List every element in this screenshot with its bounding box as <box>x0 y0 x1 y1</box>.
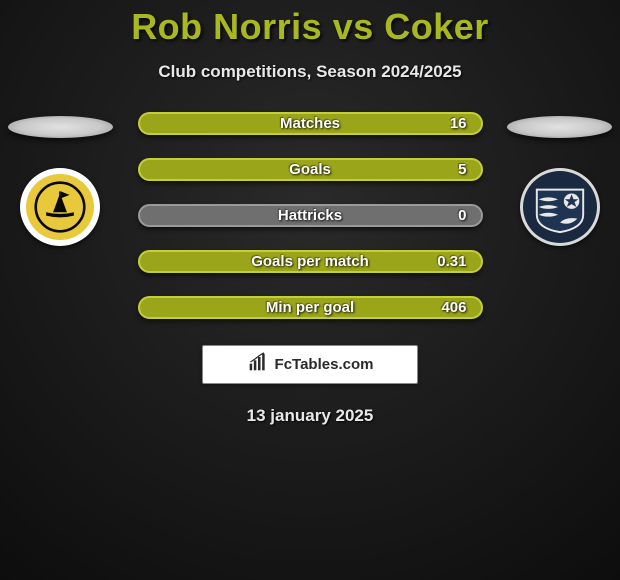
boston-united-crest-icon <box>20 168 100 246</box>
southend-united-crest-icon <box>520 168 600 246</box>
stat-bar: Matches 16 <box>138 112 483 135</box>
stat-right-value: 5 <box>431 161 467 178</box>
stat-right-value: 406 <box>431 299 467 316</box>
stat-right-value: 0.31 <box>431 253 467 270</box>
club-crest-right <box>520 168 600 246</box>
main-area: Matches 16 Goals 5 Hattricks 0 Goals per match… <box>0 112 620 319</box>
stat-bars: Matches 16 Goals 5 Hattricks 0 Goals per match… <box>138 112 483 319</box>
stat-label: Goals <box>289 161 331 178</box>
stat-right-value: 16 <box>431 115 467 132</box>
stat-bar: Goals 5 <box>138 158 483 181</box>
date-text: 13 january 2025 <box>0 406 620 426</box>
branding-box: FcTables.com <box>202 345 418 384</box>
player-right-ellipse <box>507 116 612 138</box>
chart-icon <box>247 352 269 377</box>
player-left-ellipse <box>8 116 113 138</box>
stat-label: Min per goal <box>266 299 354 316</box>
comparison-card: Rob Norris vs Coker Club competitions, S… <box>0 0 620 580</box>
stat-right-value: 0 <box>431 207 467 224</box>
stat-label: Goals per match <box>251 253 369 270</box>
subtitle: Club competitions, Season 2024/2025 <box>0 62 620 82</box>
stat-label: Hattricks <box>278 207 342 224</box>
stat-label: Matches <box>280 115 340 132</box>
title: Rob Norris vs Coker <box>0 0 620 48</box>
branding-text: FcTables.com <box>275 356 374 373</box>
stat-bar: Min per goal 406 <box>138 296 483 319</box>
club-crest-left <box>20 168 100 246</box>
stat-bar: Goals per match 0.31 <box>138 250 483 273</box>
stat-bar: Hattricks 0 <box>138 204 483 227</box>
